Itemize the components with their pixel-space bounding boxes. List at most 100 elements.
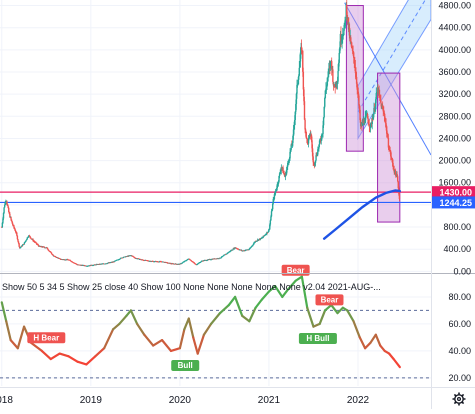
candle-body <box>248 248 251 250</box>
candle-body <box>391 158 393 160</box>
candle-body <box>341 36 343 41</box>
candle-body <box>14 230 17 233</box>
candle-body <box>248 249 250 251</box>
candle-body <box>335 81 337 88</box>
candle-body <box>18 243 20 247</box>
candle-body <box>265 234 268 235</box>
x-tick-label: 2022 <box>347 395 370 406</box>
signal-label-box[interactable] <box>298 332 337 344</box>
candle-body <box>383 111 385 113</box>
candle-body <box>392 162 394 167</box>
signal-label-box[interactable] <box>27 332 66 344</box>
candle-body <box>230 250 232 252</box>
candle-body <box>5 202 7 203</box>
candle-body <box>374 106 376 112</box>
candle-body <box>226 253 228 255</box>
candle-body <box>325 88 327 91</box>
candle-body <box>307 138 310 144</box>
indicator-line-segment <box>388 352 395 361</box>
candle-body <box>89 265 91 267</box>
candle-body <box>339 47 341 53</box>
main-clip-group <box>0 0 431 267</box>
candle-body <box>50 251 52 253</box>
indicator-clip-group <box>0 275 431 379</box>
gear-icon[interactable] <box>452 392 466 406</box>
candle-body <box>340 40 343 42</box>
indicator-title: Show 50 5 34 5 Show 25 close 40 Show 100… <box>2 282 381 292</box>
candle-body <box>210 259 213 261</box>
candle-body <box>170 263 172 265</box>
signal-label-box[interactable] <box>281 264 310 276</box>
indicator-line-segment <box>209 312 222 326</box>
candle-body <box>314 162 316 166</box>
candle-body <box>47 249 50 251</box>
candle-body <box>364 122 366 124</box>
candle-body <box>371 119 373 125</box>
main-pane <box>0 0 431 386</box>
candle-body <box>35 242 38 244</box>
candle-body <box>347 17 350 30</box>
candle-body <box>53 255 56 257</box>
candle-body <box>299 61 301 68</box>
candle-body <box>206 260 208 261</box>
candle-body <box>28 235 31 237</box>
candle-body <box>252 243 255 245</box>
candle-body <box>378 89 380 95</box>
signal-label-box[interactable] <box>171 359 200 371</box>
candle-body <box>392 166 395 170</box>
candle-body <box>296 84 298 94</box>
candle-body <box>288 160 290 162</box>
candle-body <box>227 252 230 253</box>
candle-body <box>273 198 275 200</box>
trend-line[interactable] <box>344 2 431 156</box>
candle-body <box>300 46 303 51</box>
candle-body <box>7 205 9 208</box>
candle-body <box>19 247 22 249</box>
candle-body <box>364 116 366 123</box>
candle-body <box>317 149 319 155</box>
candle-body <box>359 120 362 127</box>
candle-body <box>69 260 72 262</box>
candle-body <box>138 258 140 260</box>
candle-body <box>318 140 321 145</box>
moving-average-line[interactable] <box>322 189 402 240</box>
candle-body <box>264 234 266 236</box>
candle-body <box>46 247 48 249</box>
candle-body <box>324 98 326 107</box>
candle-body <box>326 77 329 82</box>
resistance-price-label: 1430.00 <box>439 188 472 198</box>
indicator-line-segment <box>58 352 70 358</box>
y-tick-label: 3200.00 <box>438 89 471 99</box>
candle-body <box>263 235 265 237</box>
indicator-line-segment <box>330 303 339 315</box>
candle-body <box>132 256 134 258</box>
candle-body <box>273 194 276 199</box>
candle-body <box>3 204 6 208</box>
candle-body <box>59 258 61 260</box>
candle-body <box>322 117 325 126</box>
candle-body <box>306 137 308 139</box>
candle-body <box>11 221 13 224</box>
candle-body <box>10 217 12 220</box>
candle-body <box>290 144 292 150</box>
candle-body <box>16 235 19 240</box>
candle-body <box>384 120 387 124</box>
candle-body <box>352 50 354 53</box>
candle-body <box>326 81 328 87</box>
signal-label-box[interactable] <box>315 294 344 306</box>
candle-body <box>57 257 59 259</box>
candle-body <box>287 161 289 163</box>
candle-body <box>390 156 393 159</box>
candle-body <box>373 107 375 115</box>
candle-body <box>201 260 204 262</box>
indicator-line-segment <box>143 333 155 347</box>
candle-body <box>311 148 314 157</box>
candle-body <box>342 34 344 37</box>
indicator-line-segment <box>287 279 297 290</box>
candle-body <box>43 246 45 248</box>
candle-body <box>369 124 372 128</box>
candle-body <box>289 149 292 152</box>
candle-body <box>320 139 322 141</box>
x-tick-label: 2018 <box>0 395 13 406</box>
